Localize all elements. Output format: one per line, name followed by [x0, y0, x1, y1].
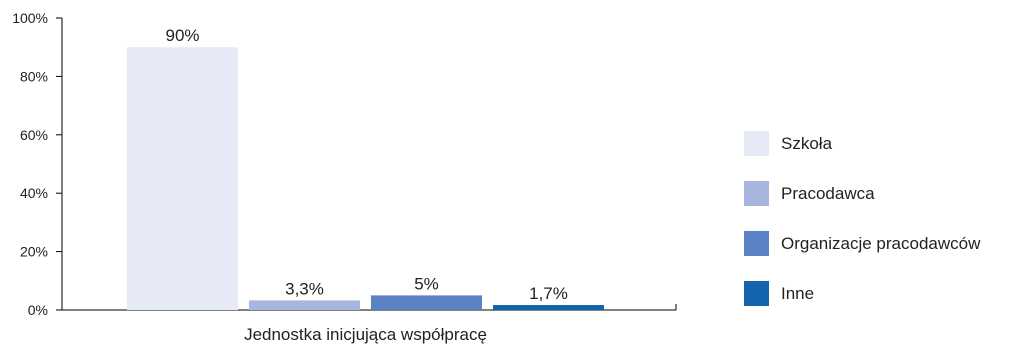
y-tick-label: 60% [20, 127, 48, 143]
bar-value-label: 1,7% [529, 284, 568, 303]
bar-pracodawca [249, 300, 360, 310]
bar-organizacje-pracodawców [371, 295, 482, 310]
legend-label: Szkoła [781, 134, 833, 153]
axes: 0% 20% 40% 60% 80% 100% Jednostka inicjująca w… [12, 10, 677, 344]
bar-value-label: 5% [414, 274, 439, 293]
bar-value-label: 3,3% [285, 279, 324, 298]
legend-swatch [744, 231, 769, 256]
legend-swatch [744, 281, 769, 306]
bar-value-label: 90% [165, 26, 199, 45]
bar-inne [493, 305, 604, 310]
legend-swatch [744, 131, 769, 156]
legend-label: Pracodawca [781, 184, 875, 203]
x-category-label: Jednostka inicjująca współpracę [244, 325, 487, 344]
y-tick-label: 40% [20, 185, 48, 201]
bar-szkoła [127, 47, 238, 310]
y-tick-label: 0% [28, 302, 48, 318]
legend-label: Organizacje pracodawców [781, 234, 981, 253]
y-tick-label: 100% [12, 10, 48, 26]
y-tick-label: 20% [20, 244, 48, 260]
data-labels: 90% 3,3% 5% 1,7% [165, 26, 567, 303]
legend-swatch [744, 181, 769, 206]
bars [127, 47, 604, 310]
legend-label: Inne [781, 284, 814, 303]
legend: Szkoła Pracodawca Organizacje pracodawców I… [744, 131, 981, 306]
y-tick-label: 80% [20, 68, 48, 84]
